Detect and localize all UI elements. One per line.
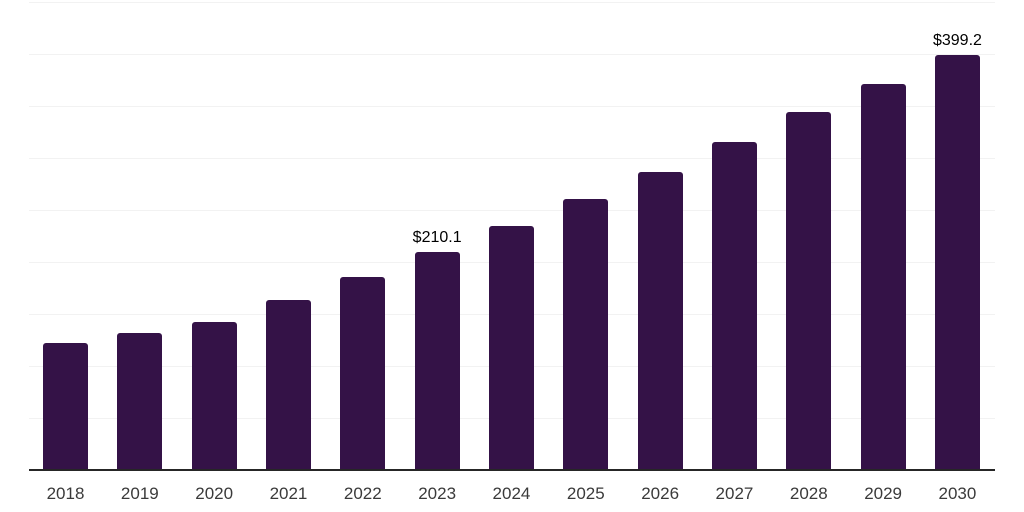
x-tick-label: 2023 <box>418 484 457 503</box>
x-tick-label: 2024 <box>492 484 531 503</box>
x-tick-label: 2029 <box>864 484 903 503</box>
x-tick-label: 2027 <box>715 484 754 503</box>
x-tick-label: 2022 <box>343 484 382 503</box>
bar-column <box>786 2 832 470</box>
bar-2028 <box>786 112 832 470</box>
plot-area: $210.1 $399.2 <box>29 2 995 471</box>
gridline <box>29 210 995 211</box>
gridline <box>29 106 995 107</box>
gridline <box>29 54 995 55</box>
bar-column <box>117 2 163 470</box>
x-axis-line <box>29 469 995 471</box>
x-tick-label: 2018 <box>46 484 85 503</box>
gridline <box>29 2 995 3</box>
x-tick-label: 2020 <box>195 484 234 503</box>
bar-value-label: $210.1 <box>412 228 462 246</box>
gridline <box>29 158 995 159</box>
bar-column <box>340 2 386 470</box>
bar-2024 <box>488 226 534 470</box>
bar-column <box>488 2 534 470</box>
bar-2022 <box>340 277 386 470</box>
bar-2021 <box>265 299 311 470</box>
bar-2027 <box>711 142 757 470</box>
bar-column <box>563 2 609 470</box>
bar-column: $210.1 <box>412 2 462 470</box>
bar-column <box>265 2 311 470</box>
bars-container: $210.1 $399.2 <box>43 2 982 470</box>
bar-column <box>637 2 683 470</box>
bar-2018 <box>43 343 88 470</box>
x-tick-label: 2021 <box>269 484 308 503</box>
x-tick-label: 2030 <box>938 484 977 503</box>
bar-2030 <box>934 54 980 470</box>
bar-2029 <box>860 84 906 470</box>
x-tick-label: 2019 <box>120 484 159 503</box>
bar-column <box>860 2 906 470</box>
bar-column <box>43 2 88 470</box>
x-tick-label: 2025 <box>566 484 605 503</box>
bar-2025 <box>563 199 609 470</box>
bar-2023 <box>414 251 460 470</box>
bar-column <box>191 2 237 470</box>
x-tick-label: 2026 <box>641 484 680 503</box>
bar-column <box>711 2 757 470</box>
x-axis-labels: 2018 2019 2020 2021 2022 2023 2024 2025 2026 2027… <box>43 484 980 506</box>
bar-2020 <box>191 322 237 470</box>
bar-column: $399.2 <box>932 2 982 470</box>
bar-2026 <box>637 171 683 470</box>
x-tick-label: 2028 <box>789 484 828 503</box>
bar-2019 <box>117 333 163 470</box>
bar-value-label: $399.2 <box>932 31 982 49</box>
